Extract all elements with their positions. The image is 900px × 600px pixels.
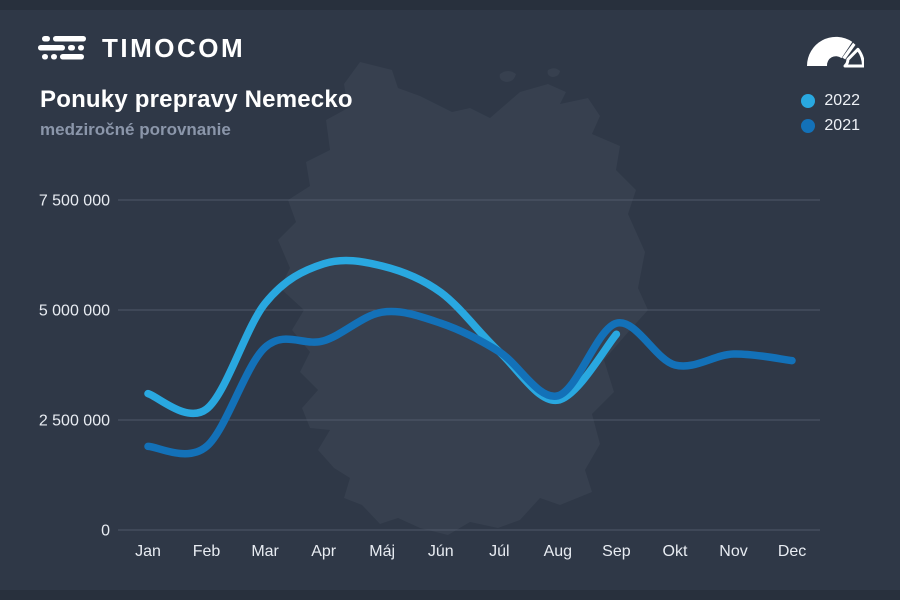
y-axis-labels: 0 2 500 000 5 000 000 7 500 000 [39, 193, 110, 540]
y-tick-5000000: 5 000 000 [39, 303, 110, 320]
bottom-edge-band [0, 590, 900, 600]
legend-dot-2022 [801, 94, 816, 108]
x-tick-10: Nov [719, 543, 747, 560]
x-tick-4: Máj [369, 543, 395, 560]
x-tick-1: Feb [193, 543, 221, 560]
gridlines [118, 199, 820, 531]
logo-text: TIMOCOM [102, 33, 246, 63]
title-block: Ponuky prepravy Nemecko medziročné porov… [40, 86, 353, 140]
page-title: Ponuky prepravy Nemecko [40, 86, 353, 113]
x-tick-8: Sep [602, 543, 631, 560]
x-tick-0: Jan [135, 543, 161, 560]
x-axis-labels: Jan Feb Mar Apr Máj Jún Júl Aug Sep Okt Nov Dec [135, 543, 806, 560]
x-tick-3: Apr [311, 543, 337, 560]
baltic-island-icon [499, 71, 516, 82]
x-tick-6: Júl [489, 543, 509, 560]
y-tick-2500000: 2 500 000 [39, 413, 110, 430]
x-tick-11: Dec [778, 543, 806, 560]
chart-legend: 2022 2021 [801, 92, 860, 135]
x-tick-5: Jún [428, 543, 454, 560]
page-subtitle: medziročné porovnanie [40, 120, 231, 139]
legend-label-2021: 2021 [824, 117, 860, 134]
germany-map-silhouette [278, 62, 648, 535]
timocom-logo: TIMOCOM [38, 33, 245, 64]
legend-item-2022: 2022 [801, 92, 860, 110]
x-tick-9: Okt [663, 543, 688, 560]
legend-item-2021: 2021 [801, 117, 860, 135]
x-tick-2: Mar [251, 543, 279, 560]
legend-label-2022: 2022 [824, 92, 860, 109]
series-lines [144, 256, 796, 458]
x-tick-7: Aug [544, 543, 572, 560]
baltic-island2-icon [547, 68, 560, 77]
series-line-2021 [144, 307, 796, 458]
y-tick-7500000: 7 500 000 [39, 193, 110, 210]
speed-lines-icon [38, 36, 86, 60]
speedometer-icon [804, 22, 866, 73]
top-edge-band [0, 0, 900, 10]
y-tick-0: 0 [101, 523, 110, 540]
legend-dot-2021 [801, 119, 816, 133]
